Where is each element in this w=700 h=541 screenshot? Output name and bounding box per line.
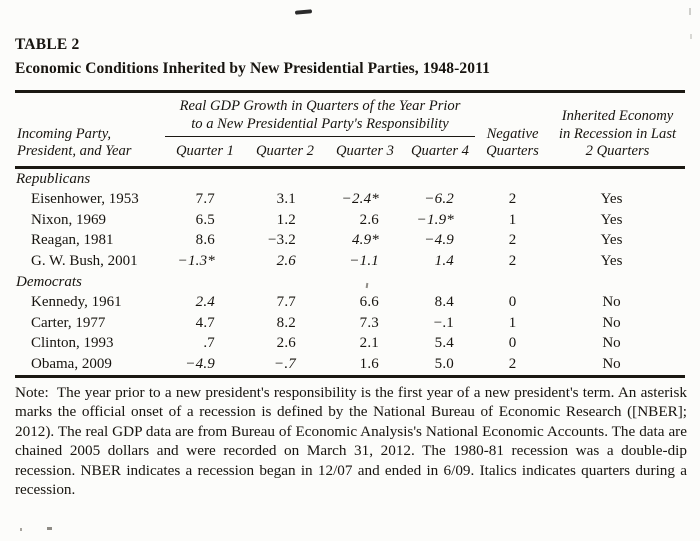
quarter-1-value: 4.7	[195, 314, 215, 331]
negative-quarters-value: 0	[508, 335, 517, 352]
column-header-quarter-1: Quarter 1	[176, 143, 234, 159]
inherited-recession-value: No	[602, 314, 621, 331]
quarter-3-value: 6.6	[359, 294, 379, 311]
scan-artifact-bottom-2	[47, 527, 52, 530]
column-header-quarter-4: Quarter 4	[411, 143, 469, 159]
quarter-2-value: 2.6	[276, 252, 296, 269]
quarter-4-value: 1.4	[434, 252, 454, 269]
quarter-1-value: .7	[203, 335, 215, 352]
quarter-1-value: 6.5	[195, 211, 215, 228]
inherited-recession-value: No	[602, 355, 621, 372]
quarter-1-value: −4.9	[185, 355, 215, 372]
header-row-2: Quarter 1 Quarter 2 Quarter 3 Quarter 4	[15, 137, 685, 168]
table-body: Republicans Eisenhower, 1953 7.7 3.1 −2.4* −6…	[15, 167, 685, 376]
quarter-2-value: 3.1	[276, 191, 296, 208]
table-row: Reagan, 1981 8.6 −3.2 4.9* −4.9 2 Yes	[15, 231, 685, 252]
table-row: G. W. Bush, 2001 −1.3* 2.6 −1.1 1.4 2 Yes	[15, 251, 685, 272]
quarter-2-value: −.7	[274, 355, 296, 372]
inherited-recession-value: No	[602, 335, 621, 352]
negative-quarters-value: 2	[508, 232, 517, 249]
quarter-2-value: 1.2	[276, 211, 296, 228]
scan-artifact-right-2	[690, 34, 692, 39]
negative-quarters-value: 1	[508, 211, 517, 228]
section-label: Democrats	[16, 273, 82, 290]
quarter-4-value: 5.0	[434, 355, 454, 372]
table-row: Eisenhower, 1953 7.7 3.1 −2.4* −6.2 2 Yes	[15, 190, 685, 211]
column-header-quarter-2: Quarter 2	[256, 143, 314, 159]
negative-quarters-value: 1	[508, 314, 517, 331]
quarter-4-value: 8.4	[434, 294, 454, 311]
quarter-3-value: −1.1	[349, 252, 379, 269]
quarter-3-value: 4.9*	[351, 232, 379, 249]
economic-conditions-table: Incoming Party, President, and Year Real…	[15, 90, 685, 378]
column-header-quarter-3: Quarter 3	[336, 143, 394, 159]
quarter-2-value: 7.7	[276, 294, 296, 311]
scan-artifact-right-1	[689, 8, 691, 15]
quarter-3-value: −2.4*	[341, 191, 379, 208]
president-cell: Nixon, 1969	[31, 211, 106, 228]
president-cell: Reagan, 1981	[31, 232, 114, 249]
table-row: Obama, 2009 −4.9 −.7 1.6 5.0 2 No	[15, 354, 685, 376]
inherited-recession-value: Yes	[600, 252, 623, 269]
quarter-1-value: 7.7	[195, 191, 215, 208]
president-cell: G. W. Bush, 2001	[31, 252, 138, 269]
column-header-gdp-span: Real GDP Growth in Quarters of the Year …	[165, 91, 475, 137]
quarter-3-value: 2.6	[359, 211, 379, 228]
quarter-4-value: −6.2	[424, 191, 454, 208]
quarter-3-value: 1.6	[359, 355, 379, 372]
negative-quarters-value: 2	[508, 252, 517, 269]
section-row: Democrats	[15, 272, 685, 293]
quarter-4-value: −4.9	[424, 232, 454, 249]
negative-quarters-value: 2	[508, 355, 517, 372]
scan-artifact-top-dash	[294, 9, 313, 15]
quarter-3-value: 7.3	[359, 314, 379, 331]
table-number: TABLE 2	[15, 36, 80, 53]
inherited-recession-value: Yes	[600, 211, 623, 228]
negative-quarters-value: 0	[508, 294, 517, 311]
title-block: TABLE 2 Economic Conditions Inherited by…	[15, 36, 685, 78]
column-header-president: Incoming Party, President, and Year	[17, 125, 132, 160]
inherited-recession-value: No	[602, 294, 621, 311]
negative-quarters-value: 2	[508, 191, 517, 208]
quarter-4-value: 5.4	[434, 335, 454, 352]
table-row: Nixon, 1969 6.5 1.2 2.6 −1.9* 1 Yes	[15, 210, 685, 231]
president-cell: Obama, 2009	[31, 355, 112, 372]
inherited-recession-value: Yes	[600, 191, 623, 208]
table-row: Carter, 1977 4.7 8.2 7.3 −.1 1 No	[15, 313, 685, 334]
quarter-4-value: −1.9*	[416, 211, 454, 228]
header-row-1: Incoming Party, President, and Year Real…	[15, 91, 685, 159]
section-row: Republicans	[15, 167, 685, 190]
quarter-2-value: −3.2	[267, 232, 296, 249]
inherited-recession-value: Yes	[600, 232, 623, 249]
table-row: Clinton, 1993 .7 2.6 2.1 5.4 0 No	[15, 334, 685, 355]
scan-artifact-bottom-1	[20, 528, 22, 531]
quarter-2-value: 8.2	[276, 314, 296, 331]
quarter-3-value: 2.1	[359, 335, 379, 352]
table-header: Incoming Party, President, and Year Real…	[15, 91, 685, 168]
quarter-2-value: 2.6	[276, 335, 296, 352]
president-cell: Carter, 1977	[31, 314, 106, 331]
quarter-1-value: 2.4	[195, 294, 215, 311]
quarter-1-value: 8.6	[195, 232, 215, 249]
table-note: Note: The year prior to a new president'…	[15, 384, 691, 499]
table-row: Kennedy, 1961 2.4 7.7 6.6 8.4 0 No	[15, 293, 685, 314]
section-label: Republicans	[16, 170, 91, 187]
quarter-1-value: −1.3*	[177, 252, 215, 269]
table-title: Economic Conditions Inherited by New Pre…	[15, 60, 490, 77]
president-cell: Eisenhower, 1953	[31, 191, 139, 208]
column-header-negative-quarters: Negative Quarters	[486, 125, 539, 160]
president-cell: Clinton, 1993	[31, 335, 114, 352]
column-header-inherited-economy: Inherited Economy in Recession in Last 2…	[558, 108, 677, 159]
president-cell: Kennedy, 1961	[31, 294, 122, 311]
quarter-4-value: −.1	[433, 314, 454, 331]
